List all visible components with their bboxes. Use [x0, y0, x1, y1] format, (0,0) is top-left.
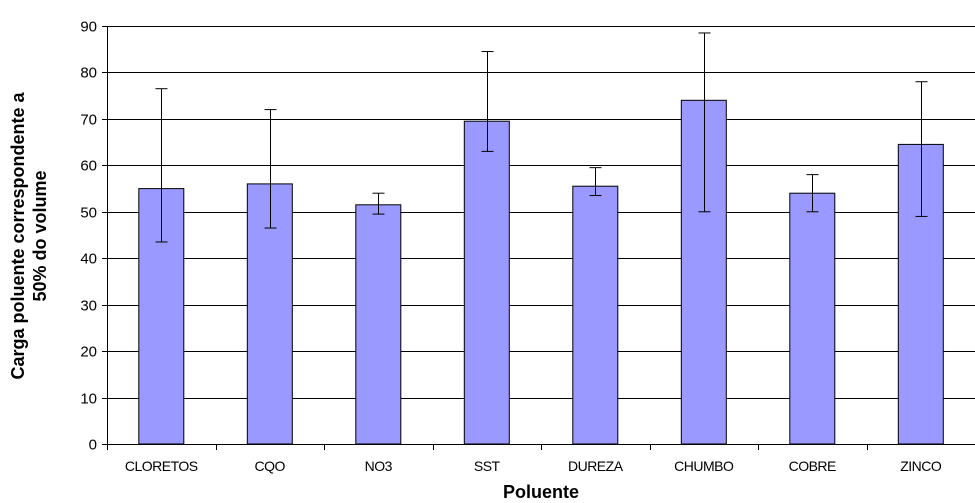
y-axis-label-line2: 50% do volume — [30, 170, 50, 301]
y-axis-label-line1: Carga poluente correspondente a — [8, 91, 28, 379]
y-tick-label: 10 — [80, 391, 97, 408]
y-tick-label: 70 — [80, 112, 97, 129]
y-tick-label: 20 — [80, 344, 97, 361]
x-tick-label: DUREZA — [568, 458, 624, 474]
bar-cobre — [789, 192, 836, 445]
x-tick-label: CQO — [255, 458, 286, 474]
bars — [138, 99, 944, 445]
x-tick-labels: CLORETOS CQO NO3 SST DUREZA CHUMBO COBRE ZINCO — [125, 458, 943, 474]
y-tick-label: 30 — [80, 298, 97, 315]
x-tick-label: CHUMBO — [674, 458, 734, 474]
bar-chumbo — [680, 99, 727, 445]
bar-zinco — [897, 143, 944, 445]
x-axis-label: Poluente — [503, 482, 579, 502]
x-tick-label: SST — [474, 458, 501, 474]
error-bars — [155, 32, 928, 243]
y-tick-label: 50 — [80, 205, 97, 222]
x-tick-label: CLORETOS — [125, 458, 198, 474]
gridlines — [107, 26, 975, 399]
y-tick-label: 80 — [80, 65, 97, 82]
bar-sst — [463, 120, 510, 445]
x-tick-label: NO3 — [365, 458, 393, 474]
bar-cqo — [246, 183, 293, 445]
y-tick-label: 90 — [80, 19, 97, 36]
x-tick-label: COBRE — [789, 458, 836, 474]
bar-no3 — [355, 204, 402, 445]
x-tick-label: ZINCO — [900, 458, 942, 474]
bar-dureza — [572, 185, 619, 445]
y-tick-label: 60 — [80, 158, 97, 175]
y-tick-label: 40 — [80, 251, 97, 268]
y-tick-label: 0 — [89, 437, 97, 454]
y-tick-labels: 0 10 20 30 40 50 60 70 80 90 — [80, 19, 97, 454]
axes — [102, 26, 975, 450]
